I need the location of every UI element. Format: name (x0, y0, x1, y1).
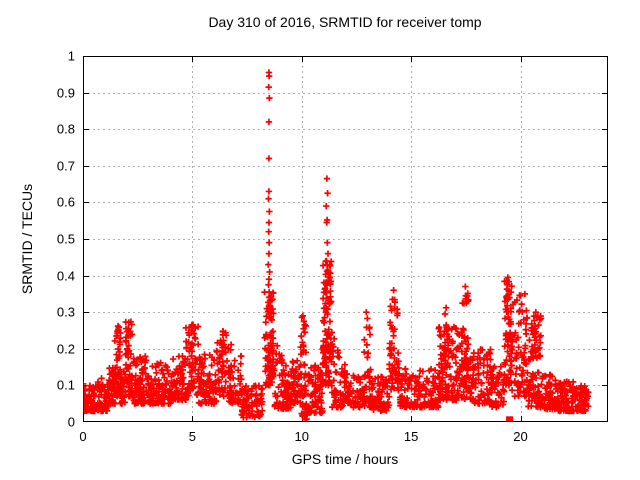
y-tick-label: 0.8 (56, 121, 75, 137)
x-tick-label: 0 (79, 429, 87, 444)
y-axis-label: SRMTID / TECUs (19, 183, 35, 295)
y-tick-label: 0.5 (56, 231, 75, 247)
x-axis-label: GPS time / hours (291, 451, 399, 467)
y-tick-label: 0.3 (56, 304, 75, 320)
y-tick-label: 0.1 (56, 377, 75, 393)
x-tick-label: 10 (294, 429, 309, 444)
y-tick-label: 0.7 (56, 158, 75, 174)
x-tick-label: 15 (403, 429, 419, 444)
y-tick-label: 0 (67, 414, 75, 430)
chart-title: Day 310 of 2016, SRMTID for receiver tom… (208, 14, 482, 30)
x-tick-label: 5 (188, 429, 196, 444)
y-tick-label: 0.4 (56, 268, 75, 284)
plot-canvas (83, 56, 608, 422)
x-tick-label: 20 (513, 429, 528, 444)
y-tick-label: 1 (67, 48, 75, 64)
y-tick-label: 0.6 (56, 194, 75, 210)
y-tick-label: 0.9 (56, 85, 75, 101)
y-tick-label: 0.2 (56, 341, 75, 357)
